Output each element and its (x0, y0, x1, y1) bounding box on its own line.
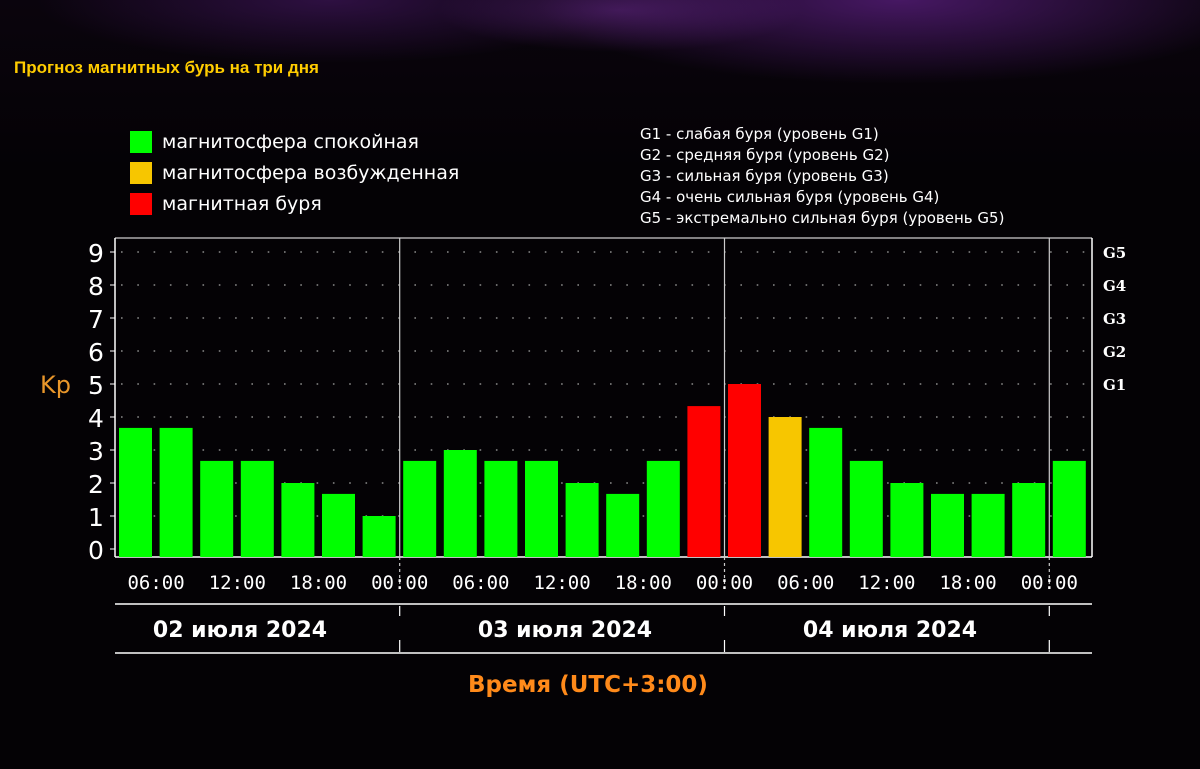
time-tick-label: 18:00 (615, 572, 672, 594)
g-level-label: G4 (1103, 277, 1126, 295)
time-tick-label: 00:00 (1021, 572, 1078, 594)
kp-bar (1012, 483, 1046, 557)
kp-bar (484, 460, 518, 557)
y-tick-label: 7 (88, 305, 104, 334)
y-axis-label: Kp (40, 371, 71, 399)
time-tick-label: 12:00 (858, 572, 915, 594)
day-label: 02 июля 2024 (153, 618, 327, 643)
legend-swatch-storm (130, 192, 152, 215)
legend-label-storm: магнитная буря (162, 192, 322, 215)
kp-bar (443, 450, 477, 557)
time-tick-label: 00:00 (696, 572, 753, 594)
legend-item-storm: магнитная буря (130, 188, 459, 219)
kp-bar (119, 427, 152, 557)
time-tick-label: 18:00 (939, 572, 996, 594)
kp-bar (565, 483, 599, 557)
g-level-label: G1 (1103, 376, 1126, 394)
kp-bar (890, 483, 924, 557)
g-level-label: G5 (1103, 244, 1126, 262)
y-tick-label: 9 (88, 239, 104, 268)
y-tick-label: 2 (88, 470, 104, 499)
time-tick-label: 00:00 (371, 572, 428, 594)
kp-bar (849, 460, 883, 557)
y-tick-label: 5 (88, 371, 104, 400)
y-tick-label: 3 (88, 437, 104, 466)
kp-bar (646, 460, 680, 557)
kp-bar (809, 427, 843, 557)
kp-bar (1052, 460, 1086, 557)
kp-bar (768, 417, 802, 557)
time-tick-label: 06:00 (127, 572, 184, 594)
storm-level-g3: G3 - сильная буря (уровень G3) (640, 167, 889, 185)
y-tick-label: 8 (88, 272, 104, 301)
kp-bar (159, 427, 193, 557)
time-tick-label: 12:00 (533, 572, 590, 594)
storm-level-list: G1 - слабая буря (уровень G1) G2 - средн… (640, 125, 1004, 230)
time-tick-label: 18:00 (290, 572, 347, 594)
time-tick-label: 12:00 (209, 572, 266, 594)
kp-bar (971, 493, 1005, 557)
page-title: Прогноз магнитных бурь на три дня (14, 58, 319, 77)
g-level-label: G2 (1103, 343, 1126, 361)
storm-level-g2: G2 - средняя буря (уровень G2) (640, 146, 890, 164)
day-label: 03 июля 2024 (478, 618, 652, 643)
y-tick-label: 4 (88, 404, 104, 433)
time-tick-label: 06:00 (777, 572, 834, 594)
storm-level-g1: G1 - слабая буря (уровень G1) (640, 125, 879, 143)
y-tick-label: 6 (88, 338, 104, 367)
x-axis-label: Время (UTC+3:00) (468, 672, 708, 698)
day-label: 04 июля 2024 (803, 618, 977, 643)
legend-item-active: магнитосфера возбужденная (130, 157, 459, 188)
kp-bar (362, 516, 396, 557)
kp-bar (728, 384, 761, 557)
legend: магнитосфера спокойная магнитосфера возб… (130, 126, 459, 219)
time-tick-label: 06:00 (452, 572, 509, 594)
kp-bar (931, 493, 964, 557)
kp-bar (403, 460, 437, 557)
y-tick-label: 1 (88, 503, 104, 532)
legend-swatch-active (130, 161, 152, 184)
kp-bar (240, 460, 274, 557)
legend-swatch-quiet (130, 130, 152, 153)
legend-label-quiet: магнитосфера спокойная (162, 130, 419, 153)
kp-bar (687, 406, 721, 557)
storm-level-g5: G5 - экстремально сильная буря (уровень … (640, 209, 1005, 227)
kp-bar (606, 493, 640, 557)
kp-bar (200, 460, 234, 557)
kp-bar (525, 460, 558, 557)
legend-label-active: магнитосфера возбужденная (162, 161, 460, 184)
y-tick-label: 0 (88, 536, 104, 565)
kp-bar (281, 483, 315, 557)
legend-item-quiet: магнитосфера спокойная (130, 126, 459, 157)
g-level-label: G3 (1103, 310, 1126, 328)
kp-bar (322, 493, 355, 557)
storm-level-g4: G4 - очень сильная буря (уровень G4) (640, 188, 940, 206)
